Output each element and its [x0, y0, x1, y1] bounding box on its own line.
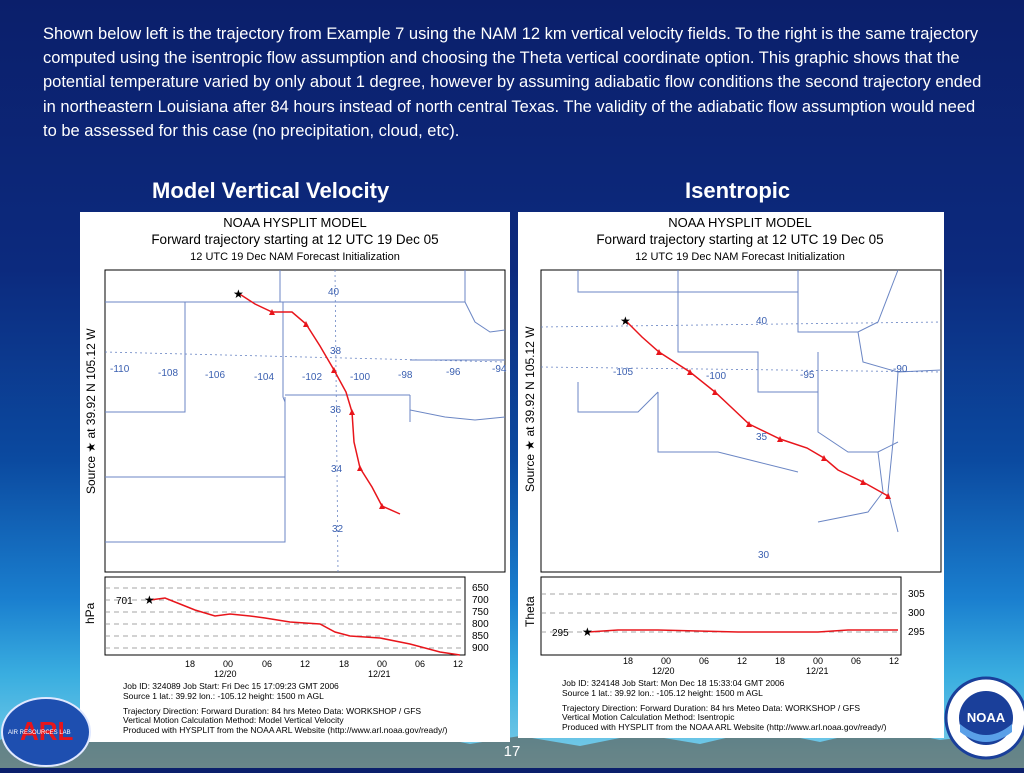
left-trajectory-panel: NOAA HYSPLIT MODEL Forward trajectory st…	[80, 212, 510, 742]
right-title2: Forward trajectory starting at 12 UTC 19…	[596, 232, 883, 247]
left-title2: Forward trajectory starting at 12 UTC 19…	[151, 232, 438, 247]
right-vertical-profile	[587, 629, 898, 633]
time-tick: 18	[185, 659, 195, 669]
info-line: Vertical Motion Calculation Method: Mode…	[123, 715, 344, 725]
info-line: Job ID: 324089 Job Start: Fri Dec 15 17:…	[123, 681, 339, 691]
lat-label: 36	[330, 405, 342, 416]
arl-logo-text: ARL	[20, 716, 74, 746]
time-tick: 18	[623, 656, 633, 666]
left-vert-axis-label: hPa	[83, 602, 97, 624]
lat-label: 30	[758, 550, 770, 561]
info-line: Trajectory Direction: Forward Duration: …	[123, 706, 421, 716]
left-title3: 12 UTC 19 Dec NAM Forecast Initializatio…	[190, 251, 400, 263]
date-label: 12/20	[652, 666, 675, 676]
time-tick: 06	[699, 656, 709, 666]
lon-label: -102	[302, 372, 322, 383]
lat-label: 34	[331, 464, 343, 475]
info-line: Produced with HYSPLIT from the NOAA ARL …	[562, 722, 887, 732]
lon-label: -106	[205, 370, 225, 381]
mountain-decoration	[0, 712, 1024, 768]
left-title1: NOAA HYSPLIT MODEL	[223, 215, 367, 230]
lat-label: 32	[332, 524, 344, 535]
right-vert-axis-label: Theta	[523, 596, 537, 627]
vert-tick: 750	[472, 607, 489, 618]
date-label: 12/21	[368, 669, 391, 679]
right-trajectory-panel: NOAA HYSPLIT MODEL Forward trajectory st…	[518, 212, 944, 738]
time-tick: 12	[453, 659, 463, 669]
lon-label: -100	[350, 372, 370, 383]
right-title3: 12 UTC 19 Dec NAM Forecast Initializatio…	[635, 251, 845, 263]
lat-label: 40	[328, 287, 340, 298]
info-line: Produced with HYSPLIT from the NOAA ARL …	[123, 725, 448, 735]
left-trajectory-line	[237, 292, 401, 515]
right-title1: NOAA HYSPLIT MODEL	[668, 215, 812, 230]
lon-label: -105	[613, 367, 633, 378]
time-tick: 12	[889, 656, 899, 666]
star-icon: ★	[144, 593, 155, 607]
lon-label: -108	[158, 368, 178, 379]
intro-text: Shown below left is the trajectory from …	[43, 25, 982, 140]
lon-label: -100	[706, 371, 726, 382]
vert-tick: 900	[472, 643, 489, 654]
right-vert-start-label: 295	[552, 628, 569, 639]
star-icon: ★	[620, 314, 631, 328]
right-source-label: Source ★ at 39.92 N 105.12 W	[523, 326, 537, 492]
info-line: Source 1 lat.: 39.92 lon.: -105.12 heigh…	[123, 691, 324, 701]
vert-tick: 300	[908, 608, 925, 619]
vert-tick: 295	[908, 627, 925, 638]
lon-label: -96	[446, 367, 461, 378]
lat-label: 40	[756, 316, 768, 327]
info-line: Trajectory Direction: Forward Duration: …	[562, 703, 860, 713]
noaa-logo-text: NOAA	[967, 710, 1006, 725]
left-source-label: Source ★ at 39.92 N 105.12 W	[84, 328, 98, 494]
vert-tick: 700	[472, 595, 489, 606]
right-trajectory-line	[624, 319, 889, 497]
vert-tick: 305	[908, 589, 925, 600]
info-line: Vertical Motion Calculation Method: Isen…	[562, 712, 735, 722]
time-tick: 12	[300, 659, 310, 669]
lon-label: -98	[398, 370, 413, 381]
lon-label: -95	[800, 370, 815, 381]
time-tick: 18	[339, 659, 349, 669]
page-number: 17	[503, 743, 521, 760]
vert-tick: 650	[472, 583, 489, 594]
info-line: Job ID: 324148 Job Start: Mon Dec 18 15:…	[562, 678, 785, 688]
noaa-logo: NOAA	[938, 672, 1024, 768]
time-tick: 00	[377, 659, 387, 669]
right-heading: Isentropic	[685, 178, 791, 203]
time-tick: 12	[737, 656, 747, 666]
arl-logo: ARL AIR RESOURCES LAB	[0, 688, 92, 768]
time-tick: 00	[661, 656, 671, 666]
lon-label: -104	[254, 372, 274, 383]
date-label: 12/21	[806, 666, 829, 676]
arl-logo-subtext: AIR RESOURCES LAB	[8, 730, 71, 736]
date-label: 12/20	[214, 669, 237, 679]
lon-label: -94	[492, 364, 507, 375]
lon-label: -90	[893, 364, 908, 375]
left-vert-start-label: 701	[116, 596, 133, 607]
info-line: Source 1 lat.: 39.92 lon.: -105.12 heigh…	[562, 688, 763, 698]
time-tick: 06	[851, 656, 861, 666]
lat-label: 38	[330, 346, 342, 357]
lat-label: 35	[756, 432, 768, 443]
time-tick: 18	[775, 656, 785, 666]
time-tick: 00	[813, 656, 823, 666]
time-tick: 00	[223, 659, 233, 669]
vert-tick: 800	[472, 619, 489, 630]
star-icon: ★	[582, 625, 593, 639]
left-vertical-profile	[149, 597, 461, 656]
left-heading: Model Vertical Velocity	[152, 178, 390, 203]
time-tick: 06	[415, 659, 425, 669]
lon-label: -110	[110, 364, 130, 375]
star-icon: ★	[233, 287, 244, 301]
vert-tick: 850	[472, 631, 489, 642]
time-tick: 06	[262, 659, 272, 669]
